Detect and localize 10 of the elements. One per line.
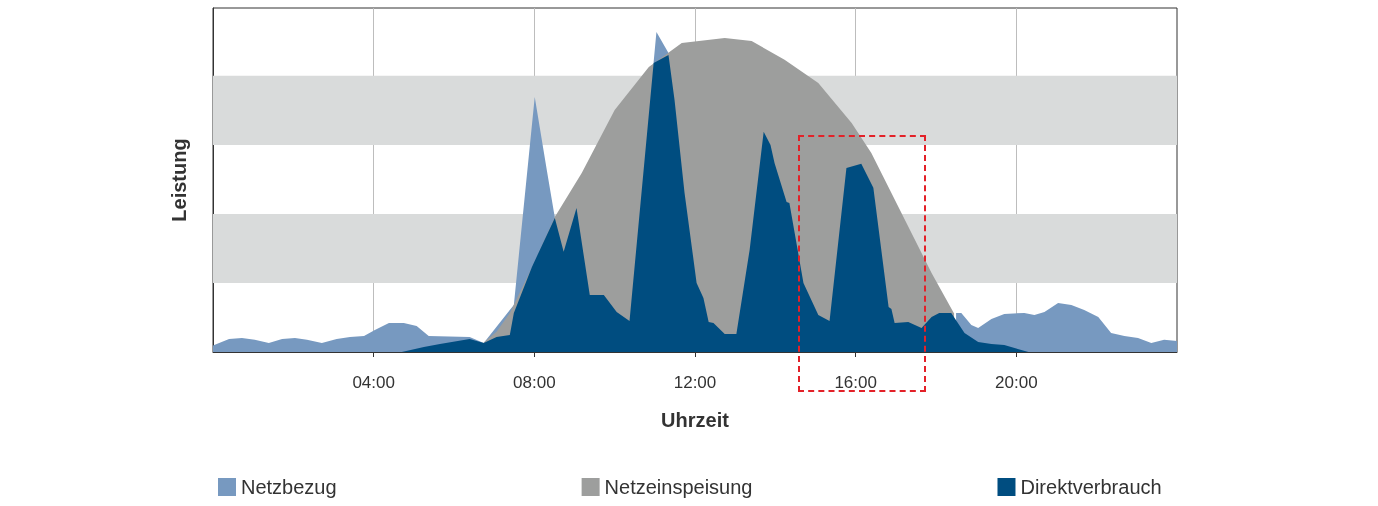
x-axis-title: Uhrzeit	[661, 409, 730, 431]
x-tick-label: 20:00	[995, 373, 1038, 392]
y-axis-title: Leistung	[168, 138, 190, 222]
x-tick-label: 08:00	[513, 373, 556, 392]
x-tick-label: 16:00	[834, 373, 877, 392]
x-tick-label: 04:00	[352, 373, 395, 392]
legend-label: Direktverbrauch	[1020, 476, 1162, 498]
legend-label: Netzeinspeisung	[604, 476, 753, 498]
legend-label: Netzbezug	[241, 476, 337, 498]
x-tick-label: 12:00	[673, 373, 717, 392]
